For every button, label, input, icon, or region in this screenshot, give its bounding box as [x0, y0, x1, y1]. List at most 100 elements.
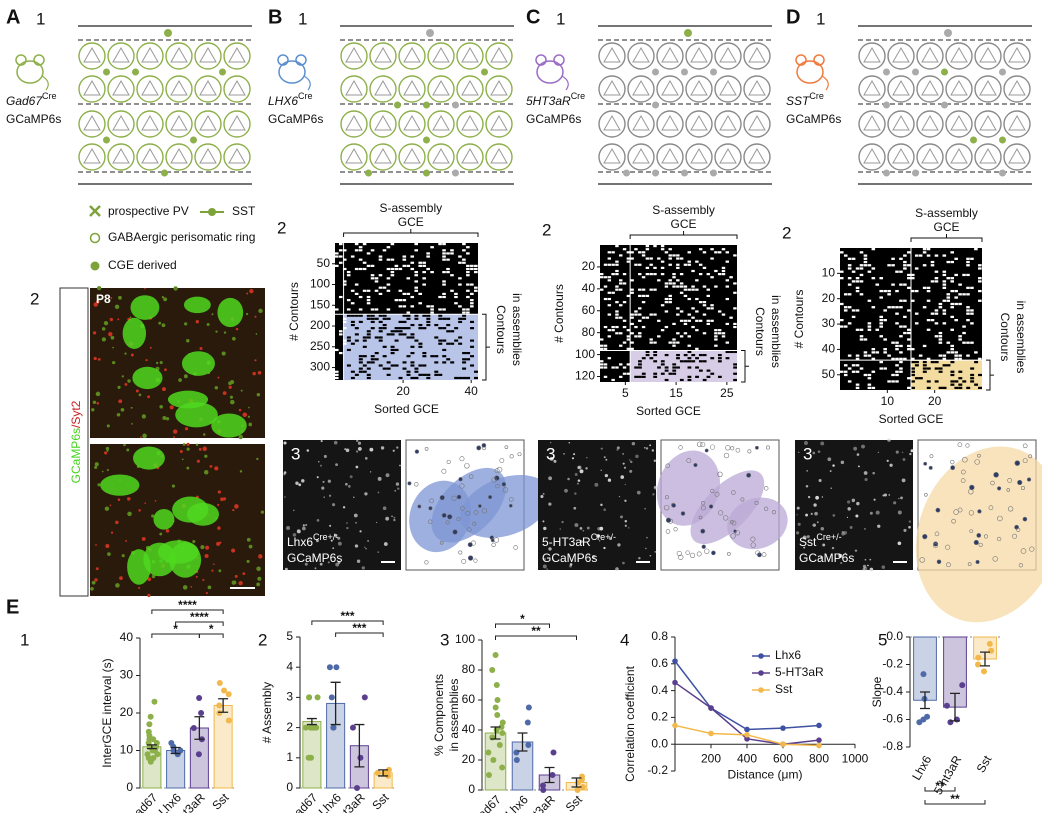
speckle	[247, 415, 250, 418]
cell	[934, 312, 939, 315]
legend-text: SST	[232, 204, 256, 218]
neuron	[653, 459, 657, 462]
cell	[958, 354, 962, 357]
cell	[458, 277, 462, 280]
cell	[687, 297, 691, 301]
panel-number: 3	[440, 630, 449, 649]
cell	[622, 282, 627, 285]
cell	[615, 285, 619, 288]
speckle	[211, 313, 214, 316]
cell	[649, 288, 653, 291]
speckle	[124, 382, 128, 386]
data-point	[190, 725, 197, 731]
interneuron	[999, 68, 1006, 76]
neuron	[624, 524, 628, 528]
contour	[951, 518, 956, 524]
contour	[960, 469, 966, 475]
cell	[672, 276, 676, 279]
cell	[406, 311, 411, 314]
contour	[763, 486, 769, 491]
y-tick-label: 40	[462, 722, 476, 736]
cell	[183, 296, 211, 314]
contour	[700, 505, 706, 511]
panel-number: 2	[30, 289, 39, 308]
data-point	[305, 754, 312, 761]
cell	[978, 277, 982, 280]
neuron	[841, 530, 844, 534]
cell	[922, 286, 927, 289]
cell	[630, 316, 634, 319]
neuron	[620, 515, 623, 519]
cell	[657, 366, 661, 369]
speckle	[238, 408, 242, 412]
cell	[653, 266, 657, 269]
soma-ring	[656, 143, 684, 171]
cell	[645, 350, 650, 354]
cell	[607, 335, 612, 338]
cell	[422, 283, 426, 286]
series-point	[708, 705, 714, 711]
sig-label: ***	[340, 609, 354, 623]
soma-ring	[107, 143, 135, 171]
y-tick-label: 30	[822, 316, 836, 330]
soma	[461, 46, 479, 63]
cell	[394, 330, 399, 333]
cell	[879, 315, 883, 319]
cell	[717, 332, 722, 335]
contour	[919, 557, 925, 563]
contour	[501, 482, 507, 487]
cell	[660, 248, 665, 251]
speckle	[203, 470, 209, 475]
cell	[607, 291, 612, 294]
neuron	[636, 490, 641, 495]
neuron	[649, 444, 652, 447]
cell	[907, 344, 911, 348]
soma-ring	[916, 143, 944, 171]
neuron	[577, 465, 582, 470]
speckle	[220, 497, 224, 502]
neuron	[798, 451, 800, 454]
neuron	[549, 441, 552, 444]
cell	[918, 354, 923, 357]
soma	[1008, 46, 1026, 63]
cell	[649, 273, 653, 276]
speckle	[258, 554, 263, 559]
neuron	[909, 452, 912, 456]
cell	[600, 347, 604, 350]
data-point	[385, 766, 392, 773]
neuron	[345, 482, 348, 486]
cell	[950, 344, 954, 348]
side-label: in assemblies	[1014, 301, 1028, 374]
cell	[458, 255, 462, 258]
cell	[350, 320, 355, 324]
soma	[863, 46, 881, 63]
category-label: Lhx6	[909, 753, 934, 783]
cell	[938, 367, 943, 370]
cell	[934, 254, 939, 257]
data-point	[499, 764, 506, 771]
speckle	[130, 406, 133, 409]
y-tick-label: 0	[286, 780, 293, 794]
cell	[362, 261, 367, 264]
cell	[653, 288, 657, 291]
neuron	[594, 482, 599, 487]
cell	[622, 301, 627, 304]
cell	[626, 257, 631, 260]
data-point	[494, 697, 501, 703]
speckle	[147, 577, 152, 582]
cell	[683, 294, 688, 297]
soma	[950, 79, 968, 96]
cell	[867, 383, 872, 386]
cell	[378, 330, 383, 333]
neuron	[586, 457, 588, 459]
contour	[929, 454, 934, 459]
neuron	[328, 494, 332, 497]
cell	[725, 279, 730, 282]
cell	[863, 260, 868, 264]
neuron	[315, 539, 319, 543]
cell	[638, 263, 642, 266]
cell	[370, 249, 375, 252]
cell	[733, 254, 737, 257]
neuron	[806, 535, 810, 539]
cell	[641, 251, 646, 254]
